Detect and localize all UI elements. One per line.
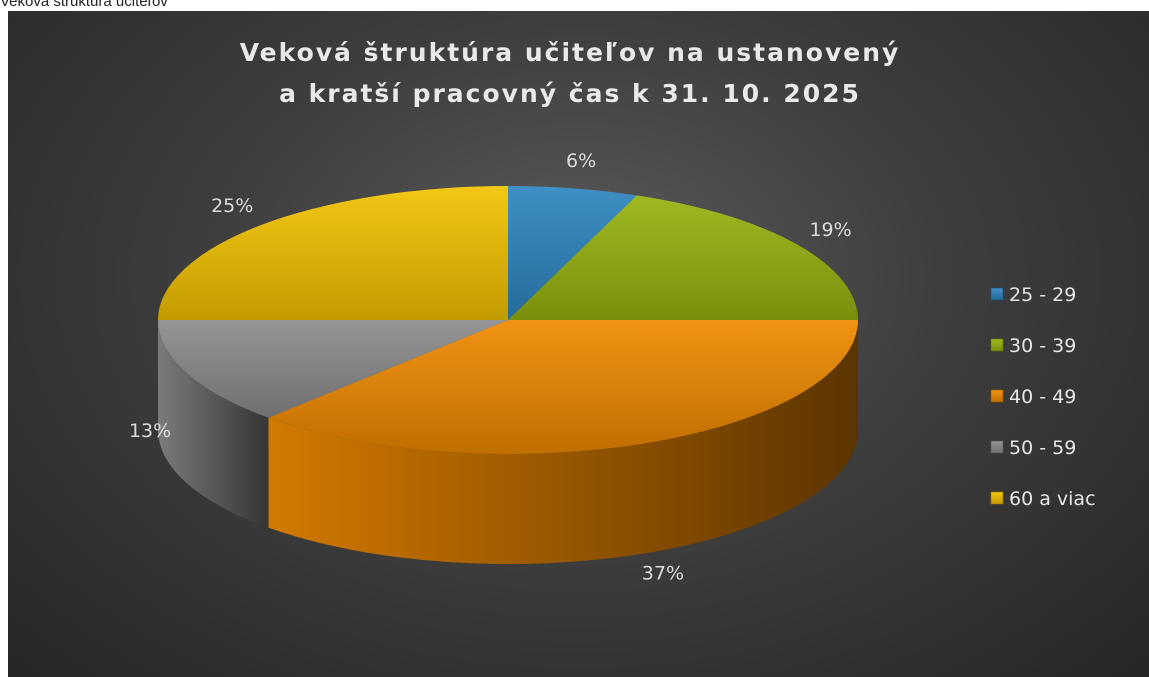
legend-label-1: 30 - 39 xyxy=(1009,335,1076,357)
data-label-3: 13% xyxy=(129,420,171,442)
legend-item-0: 25 - 29 xyxy=(990,284,1076,306)
pie-slice-1 xyxy=(508,195,858,320)
pie-slice-4 xyxy=(158,186,508,320)
legend-item-1: 30 - 39 xyxy=(990,335,1076,357)
legend-item-3: 50 - 59 xyxy=(990,437,1076,459)
pie-slice-0 xyxy=(508,186,637,320)
chart-title-line-1: Veková štruktúra učiteľov na ustanovený xyxy=(240,38,901,67)
legend: 25 - 29 30 - 39 40 - 49 50 - 59 60 a viac xyxy=(990,284,1096,510)
pie-side-3 xyxy=(158,320,269,528)
legend-label-4: 60 a viac xyxy=(1009,488,1096,510)
legend-swatch-1 xyxy=(990,338,1004,352)
document-caption: Veková štruktúra učiteľov xyxy=(0,0,168,10)
pie-slice-3 xyxy=(158,320,508,418)
pie-slice-2 xyxy=(268,320,858,455)
chart-title-line-2: a kratší pracovný čas k 31. 10. 2025 xyxy=(279,79,861,108)
legend-label-3: 50 - 59 xyxy=(1009,437,1076,459)
legend-swatch-0 xyxy=(990,287,1004,301)
chart-area: Veková štruktúra učiteľov na ustanovený … xyxy=(8,11,1149,677)
pie-chart: Veková štruktúra učiteľov na ustanovený … xyxy=(129,38,1096,585)
legend-item-4: 60 a viac xyxy=(990,488,1096,510)
chart-title: Veková štruktúra učiteľov na ustanovený … xyxy=(240,38,901,108)
data-label-0: 6% xyxy=(566,150,596,172)
data-label-4: 25% xyxy=(211,195,253,217)
legend-swatch-3 xyxy=(990,440,1004,454)
data-label-2: 37% xyxy=(642,563,684,585)
data-label-1: 19% xyxy=(809,219,851,241)
legend-label-2: 40 - 49 xyxy=(1009,386,1076,408)
legend-label-0: 25 - 29 xyxy=(1009,284,1076,306)
pie-side-2 xyxy=(268,320,858,565)
data-labels: 6% 19% 37% 13% 25% xyxy=(129,150,852,585)
legend-swatch-4 xyxy=(990,491,1004,505)
legend-swatch-2 xyxy=(990,389,1004,403)
legend-item-2: 40 - 49 xyxy=(990,386,1076,408)
pie-slices xyxy=(158,186,858,565)
